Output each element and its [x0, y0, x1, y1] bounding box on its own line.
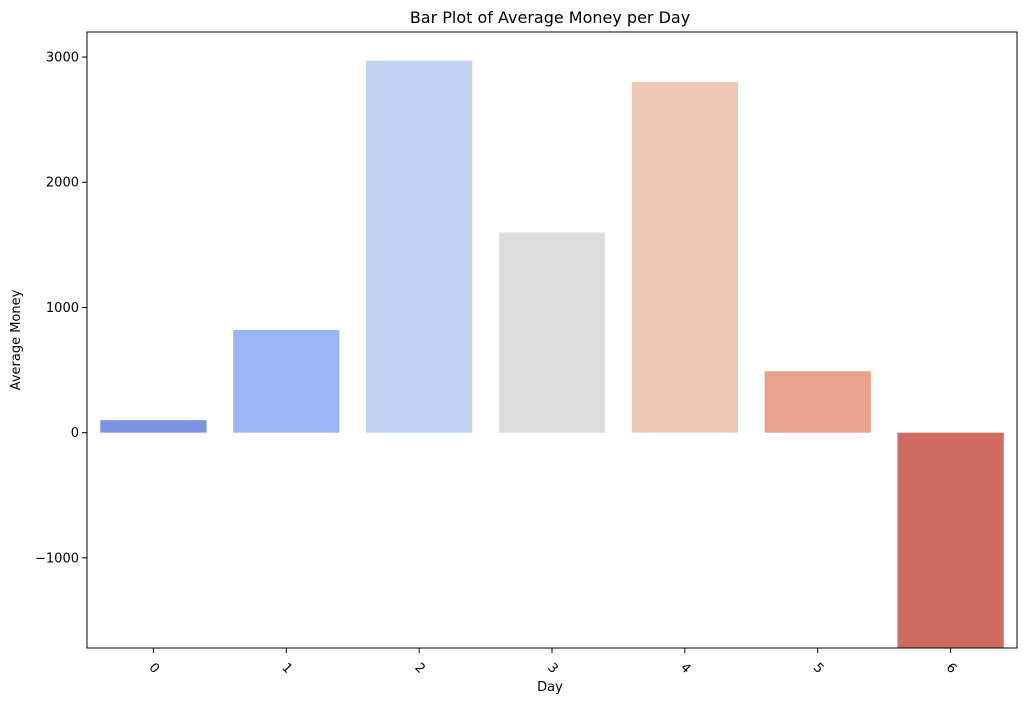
bar-day-0	[100, 420, 207, 433]
y-tick-label: 1000	[46, 301, 79, 316]
y-tick-label: −1000	[35, 551, 79, 566]
bars-group	[100, 60, 1004, 648]
x-tick-label: 4	[677, 660, 693, 676]
x-axis: 0 1 2 3 4 5 6	[146, 648, 959, 677]
y-axis-label: Average Money	[9, 289, 24, 390]
x-tick-label: 0	[146, 660, 162, 676]
x-tick-label: 5	[810, 660, 826, 676]
y-tick-label: 3000	[46, 51, 79, 66]
bar-day-2	[366, 60, 473, 433]
bar-day-5	[764, 371, 871, 433]
bar-day-3	[498, 232, 606, 433]
bar-day-1	[233, 329, 340, 433]
bar-day-6	[897, 432, 1004, 648]
chart-title: Bar Plot of Average Money per Day	[410, 8, 690, 27]
x-tick-label: 3	[544, 660, 560, 676]
x-tick-label: 1	[279, 660, 295, 676]
x-tick-label: 6	[943, 660, 959, 676]
x-tick-label: 2	[411, 660, 427, 676]
y-tick-label: 0	[71, 426, 79, 441]
y-tick-label: 2000	[46, 176, 79, 191]
y-axis: −1000 0 1000 2000 3000	[35, 51, 87, 566]
bar-day-4	[631, 82, 738, 433]
x-axis-label: Day	[537, 680, 563, 695]
